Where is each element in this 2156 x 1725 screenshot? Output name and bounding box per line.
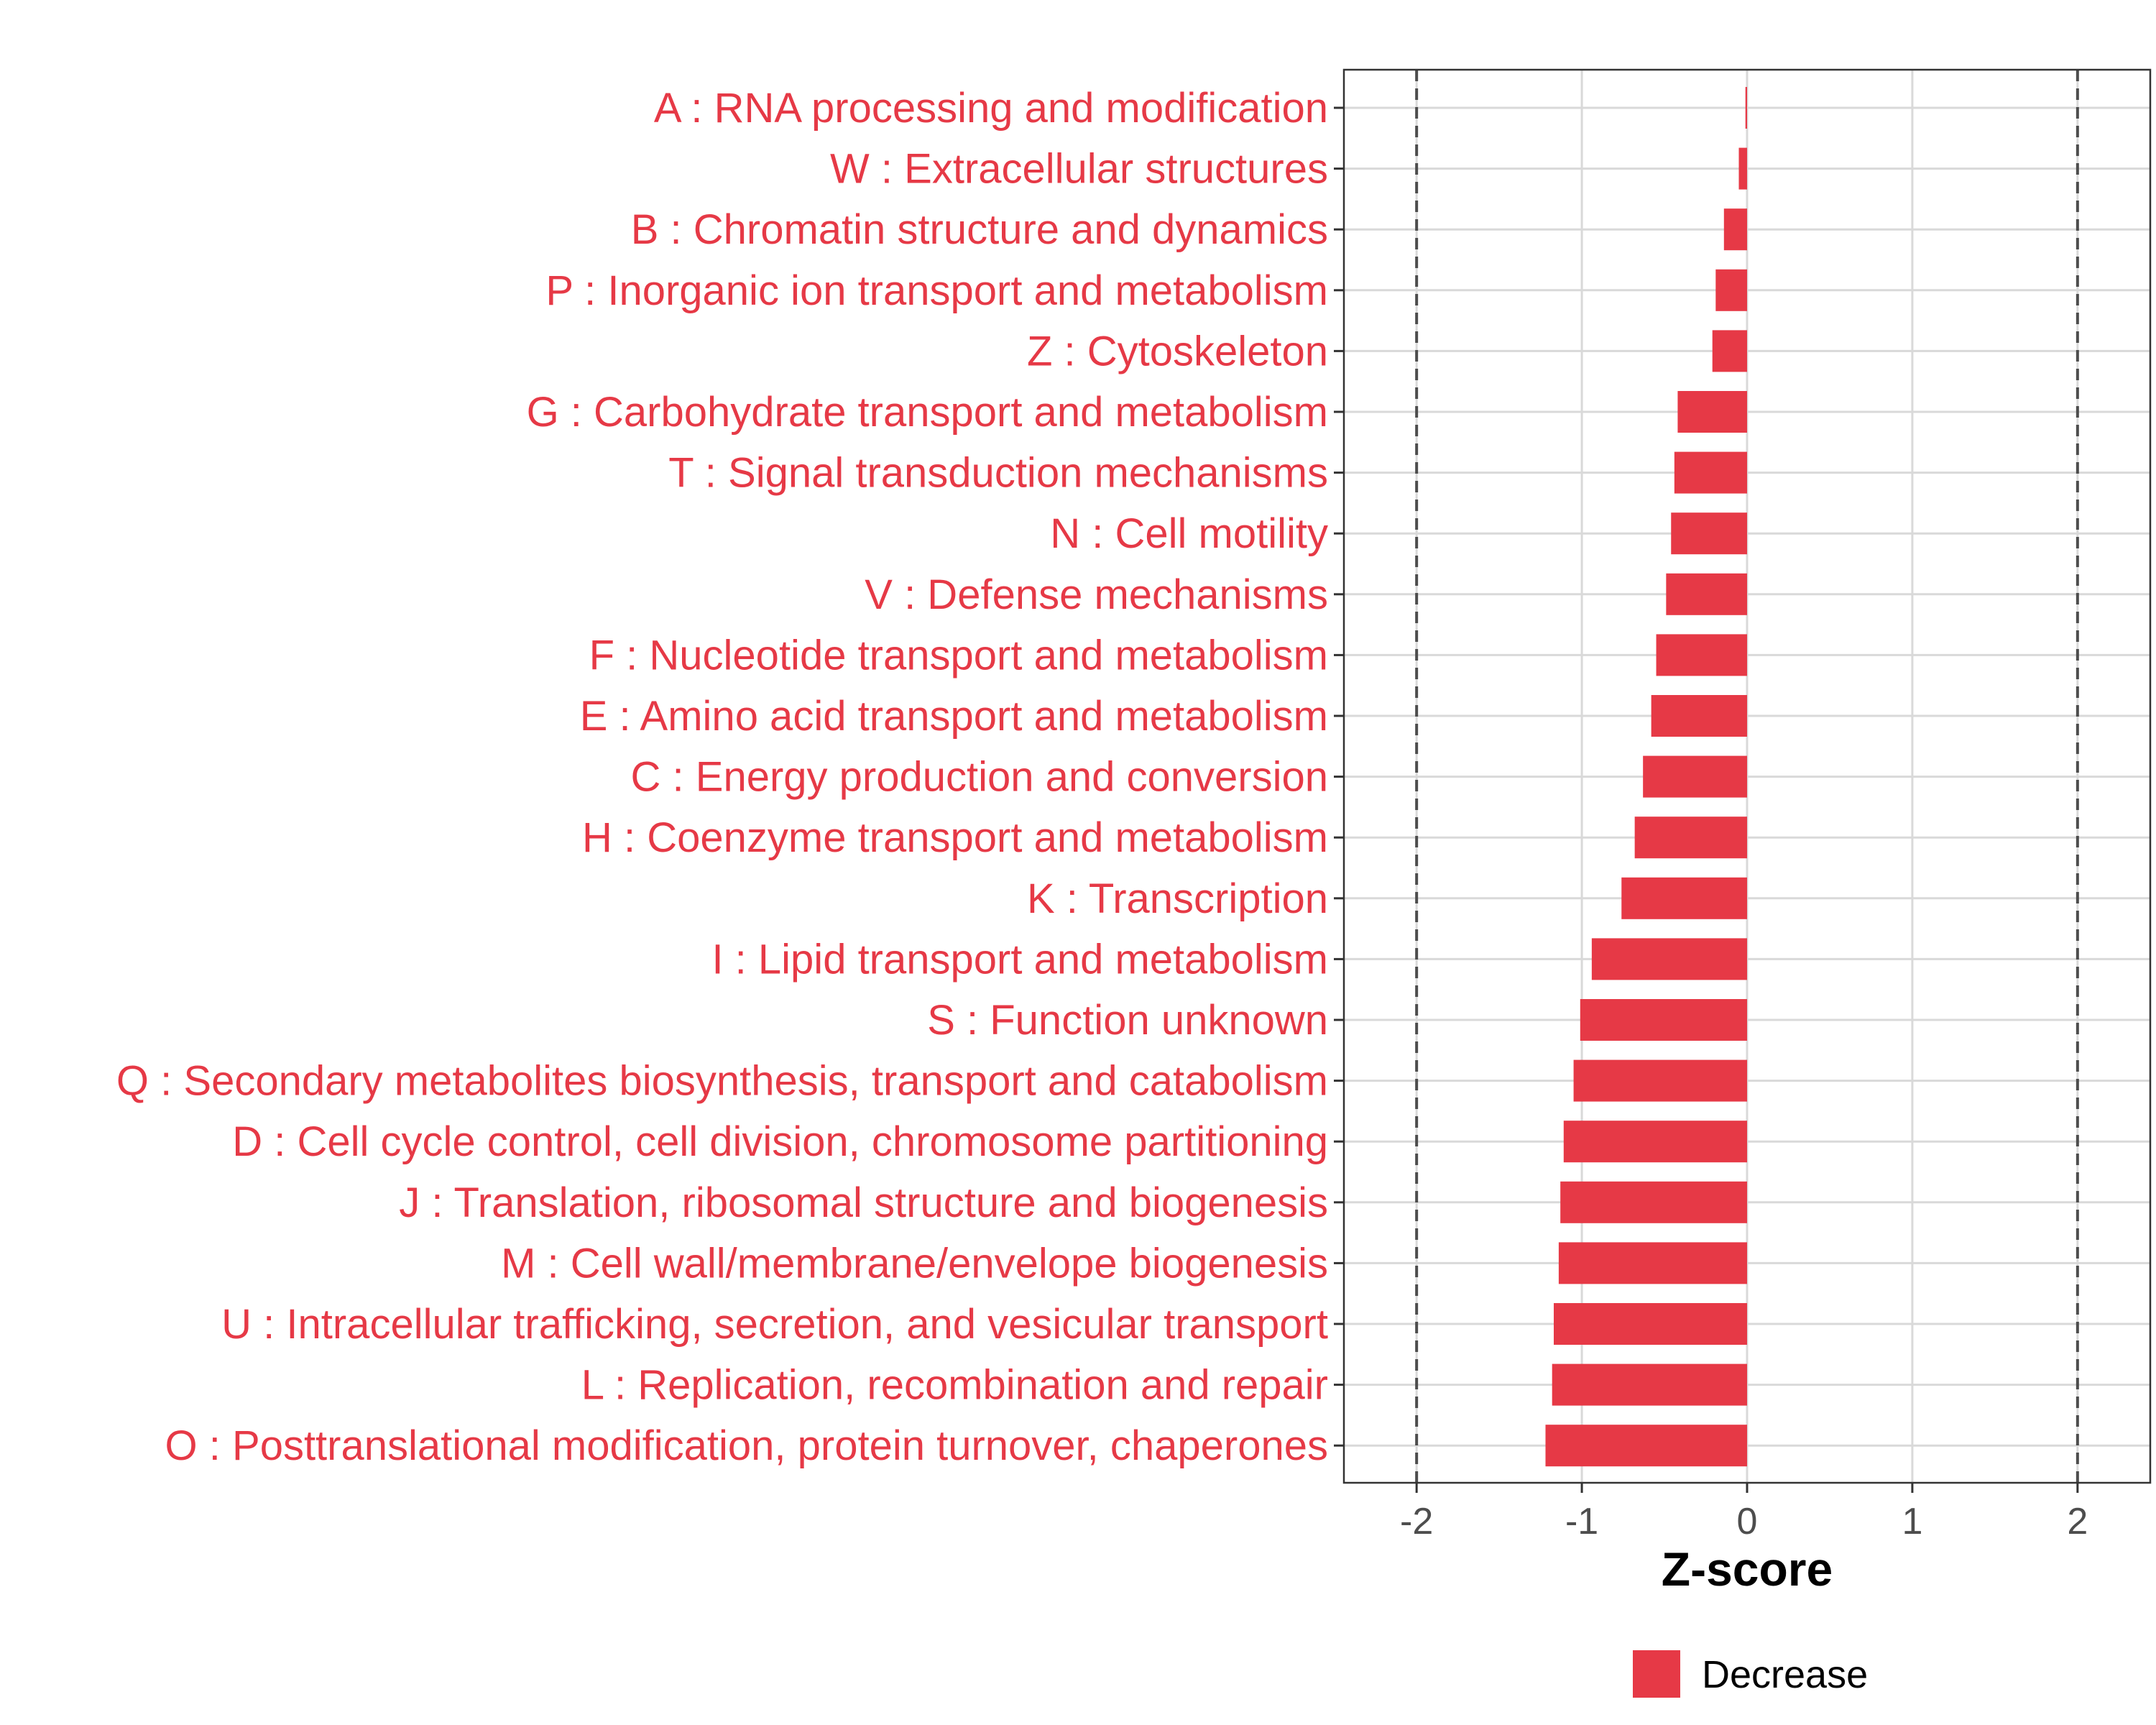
x-axis-ticks: -2 -1 0 1 2 — [1400, 1483, 2088, 1542]
x-tick-label: -2 — [1400, 1501, 1433, 1542]
bar — [1643, 755, 1747, 798]
bar — [1560, 1181, 1747, 1223]
bar — [1591, 938, 1747, 980]
bar — [1745, 87, 1747, 129]
y-axis-ticks — [1334, 106, 1344, 1447]
category-label: H : Coenzyme transport and metabolism — [582, 814, 1328, 861]
category-label: V : Defense mechanisms — [865, 571, 1328, 618]
category-label: O : Posttranslational modification, prot… — [165, 1422, 1328, 1469]
legend: Decrease — [1633, 1650, 1868, 1698]
bar — [1677, 391, 1747, 433]
x-tick-label: -1 — [1565, 1501, 1598, 1542]
category-label: G : Carbohydrate transport and metabolis… — [527, 389, 1328, 436]
legend-label-decrease: Decrease — [1702, 1653, 1868, 1696]
bar — [1553, 1303, 1747, 1345]
category-label: Z : Cytoskeleton — [1027, 328, 1328, 374]
x-tick-label: 0 — [1737, 1501, 1758, 1542]
category-label: J : Translation, ribosomal structure and… — [399, 1179, 1328, 1226]
bar — [1545, 1425, 1747, 1467]
y-axis-category-labels: A : RNA processing and modification W : E… — [116, 85, 1328, 1469]
category-label: C : Energy production and conversion — [631, 754, 1328, 801]
category-label: N : Cell motility — [1050, 510, 1328, 557]
category-label: D : Cell cycle control, cell division, c… — [232, 1118, 1328, 1165]
bar — [1715, 269, 1747, 311]
bar — [1634, 816, 1747, 859]
category-label: W : Extracellular structures — [830, 146, 1328, 193]
category-label: S : Function unknown — [927, 997, 1328, 1044]
bar — [1666, 573, 1747, 615]
category-label: A : RNA processing and modification — [654, 85, 1328, 132]
category-label: F : Nucleotide transport and metabolism — [589, 632, 1328, 678]
bar — [1573, 1059, 1747, 1102]
bar — [1671, 512, 1747, 555]
bar — [1723, 208, 1747, 251]
bar — [1674, 451, 1747, 494]
category-label: P : Inorganic ion transport and metaboli… — [545, 267, 1328, 314]
category-label: I : Lipid transport and metabolism — [711, 936, 1328, 983]
bar — [1580, 999, 1747, 1041]
category-label: T : Signal transduction mechanisms — [668, 450, 1328, 497]
bars — [1545, 87, 1747, 1467]
bar — [1552, 1363, 1747, 1406]
bar — [1738, 147, 1747, 190]
x-tick-label: 1 — [1902, 1501, 1922, 1542]
bar — [1558, 1242, 1747, 1284]
bar — [1621, 877, 1747, 919]
legend-swatch-decrease — [1633, 1650, 1680, 1698]
category-label: U : Intracellular trafficking, secretion… — [221, 1301, 1328, 1348]
category-label: M : Cell wall/membrane/envelope biogenes… — [501, 1240, 1328, 1287]
x-tick-label: 2 — [2067, 1501, 2088, 1542]
bar — [1656, 634, 1747, 676]
category-label: B : Chromatin structure and dynamics — [631, 206, 1328, 253]
bar — [1712, 330, 1747, 372]
category-label: E : Amino acid transport and metabolism — [580, 693, 1328, 740]
bar — [1563, 1121, 1747, 1163]
reference-lines — [1415, 70, 2079, 1483]
bar — [1651, 695, 1747, 737]
category-label: Q : Secondary metabolites biosynthesis, … — [116, 1058, 1328, 1105]
x-axis-title: Z-score — [1662, 1542, 1833, 1596]
category-label: K : Transcription — [1027, 875, 1328, 922]
category-label: L : Replication, recombination and repai… — [581, 1362, 1328, 1409]
